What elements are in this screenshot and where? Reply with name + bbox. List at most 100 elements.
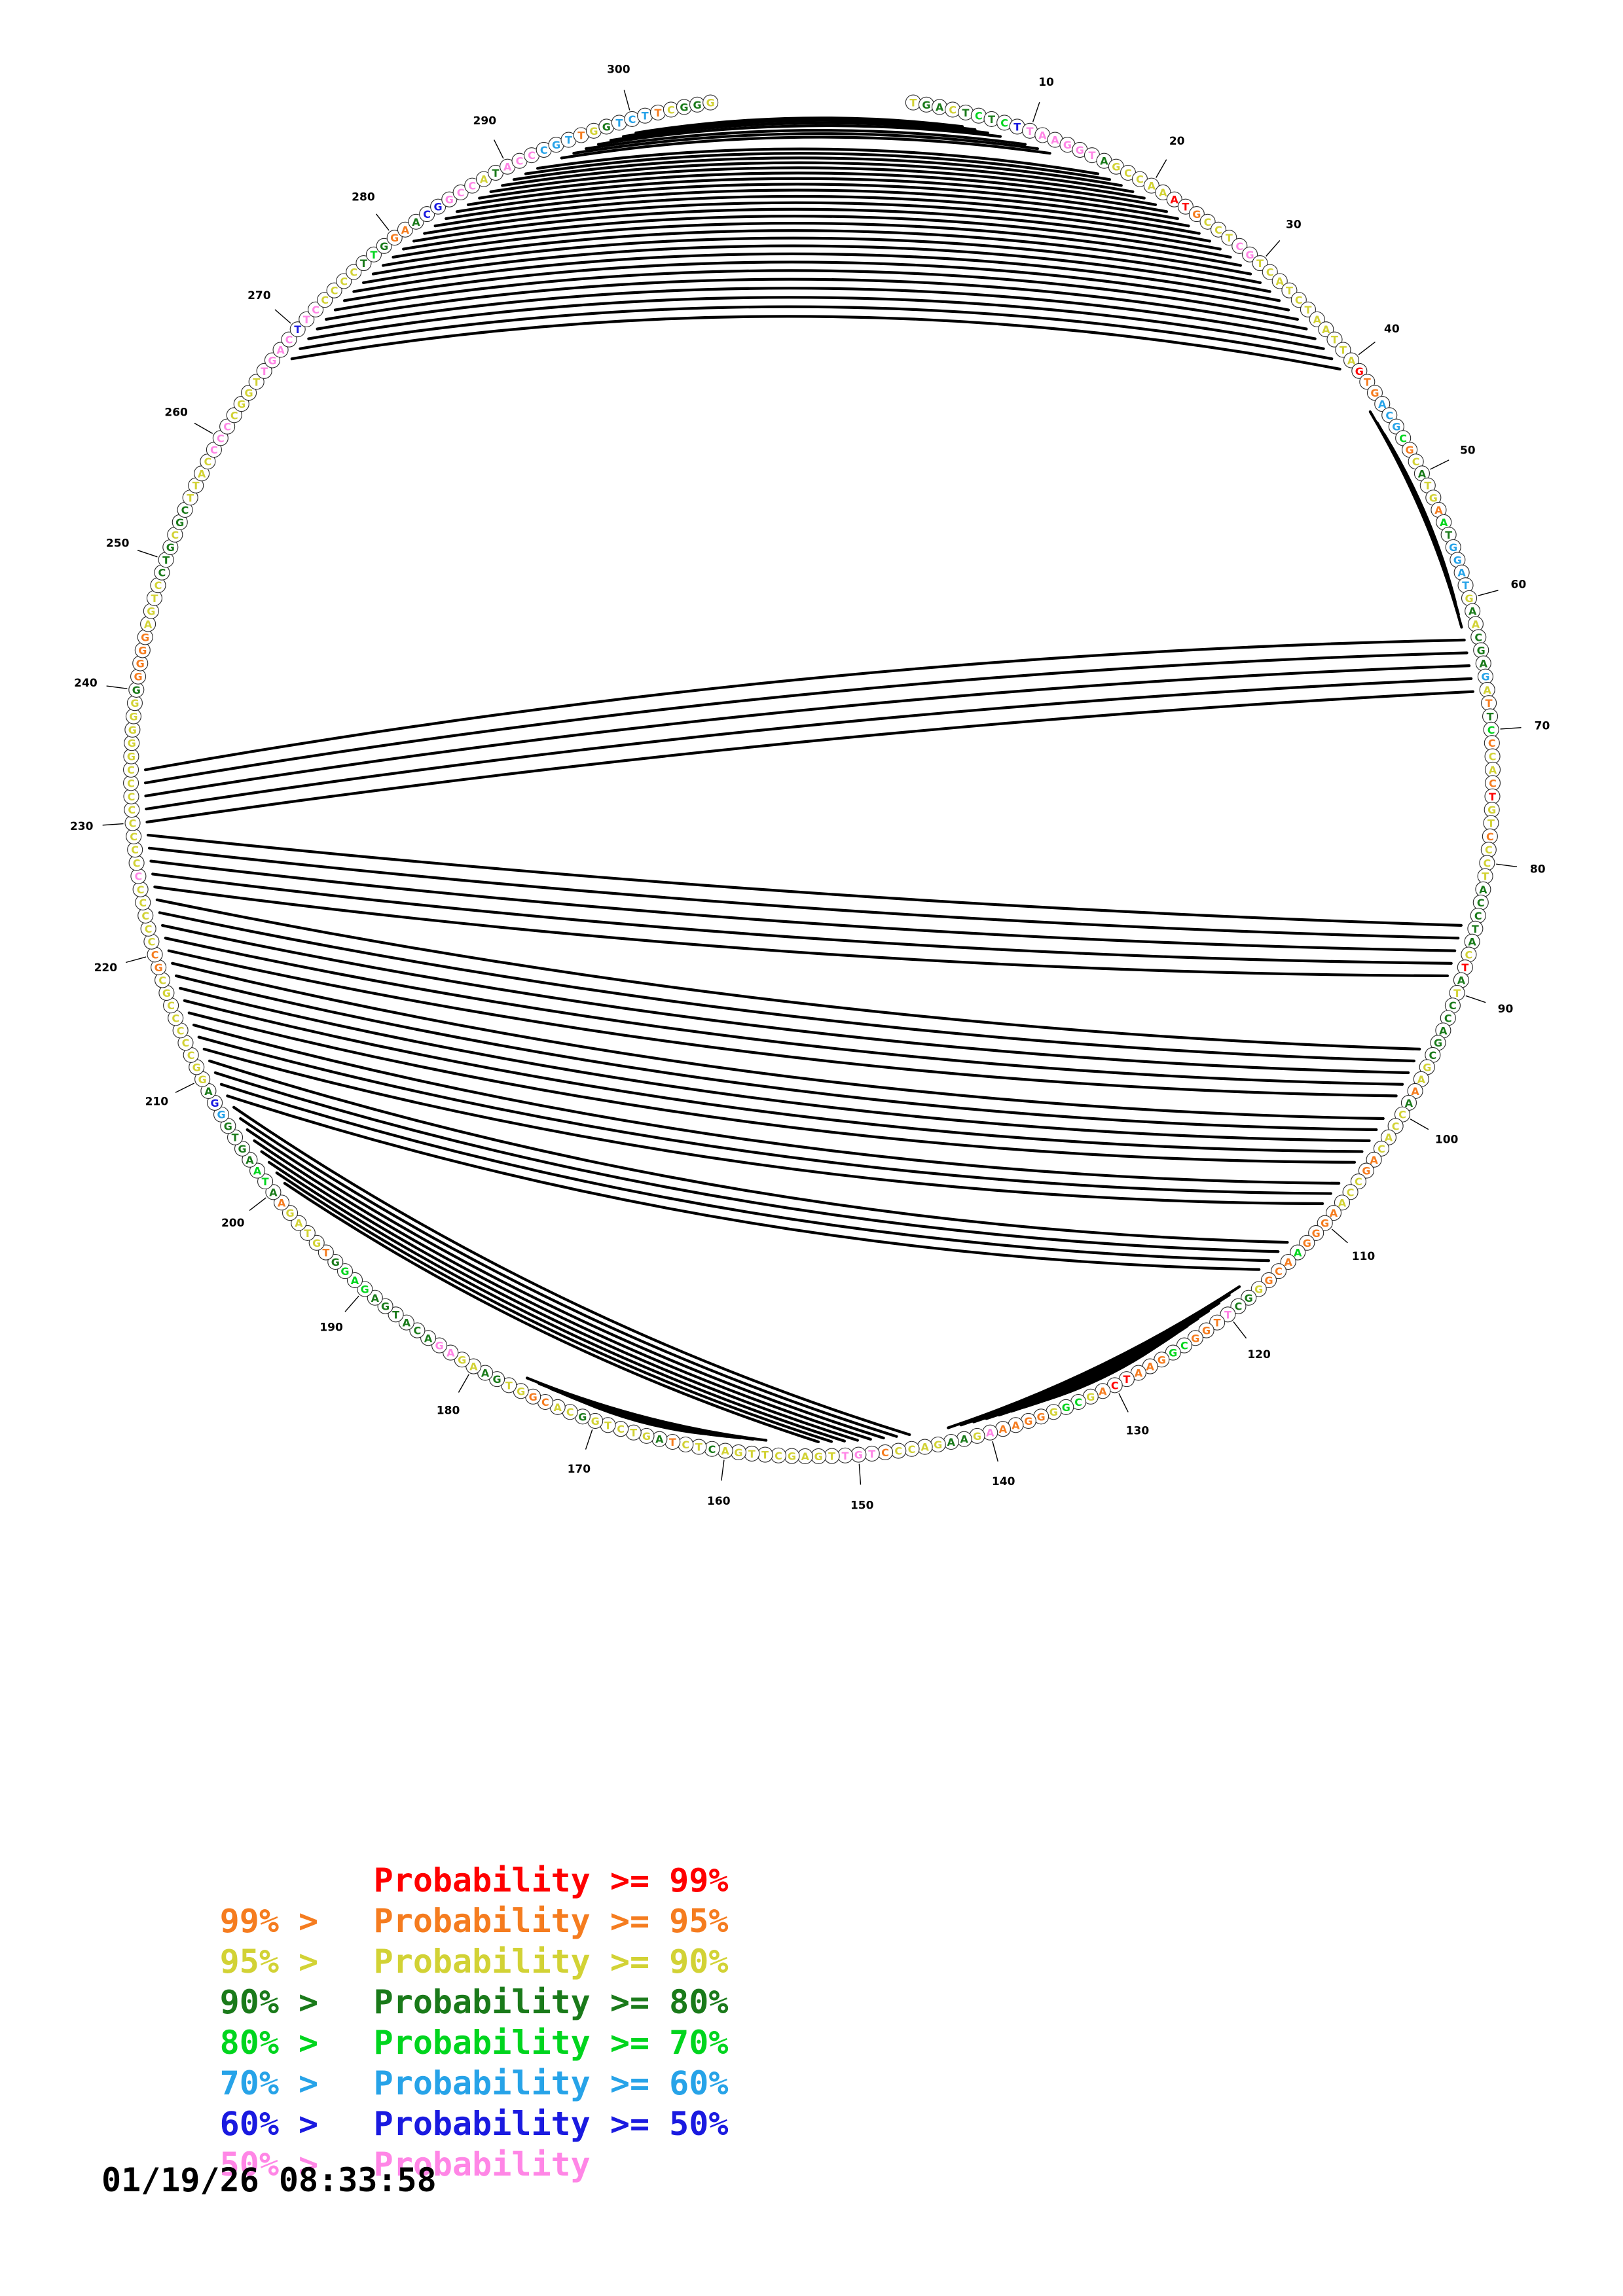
nucleotide-marker	[1231, 238, 1248, 254]
position-tick	[344, 1295, 359, 1312]
nucleotide-letter: C	[566, 1406, 574, 1418]
nucleotide-letter: G	[788, 1450, 796, 1463]
nucleotide-letter: G	[1049, 1406, 1058, 1418]
nucleotide-marker	[397, 221, 414, 238]
nucleotide-marker	[219, 418, 236, 435]
nucleotide-letter: A	[401, 224, 410, 236]
nucleotide-marker	[1230, 1298, 1247, 1314]
nucleotide-letter: G	[1037, 1410, 1046, 1423]
base-pair-arc	[192, 1024, 1341, 1185]
nucleotide-marker	[326, 282, 342, 298]
nucleotide-letter: A	[253, 1165, 262, 1177]
nucleotide-letter: T	[1226, 232, 1233, 244]
nucleotide-letter: A	[278, 1196, 286, 1209]
nucleotide-letter: T	[842, 1450, 849, 1462]
nucleotide-marker	[1366, 385, 1383, 401]
legend-prefix: 99% >	[219, 1902, 338, 1940]
position-label: 200	[221, 1217, 245, 1230]
base-pair-arc	[402, 215, 1232, 259]
base-pair-arc	[466, 177, 1169, 213]
nucleotide-marker	[1317, 1215, 1333, 1231]
nucleotide-letter: A	[1285, 1256, 1293, 1268]
position-tick	[1358, 341, 1376, 355]
nucleotide-letter: T	[1340, 344, 1347, 356]
nucleotide-letter: C	[172, 1012, 179, 1024]
nucleotide-letter: C	[145, 923, 153, 935]
nucleotide-marker	[1262, 264, 1278, 280]
nucleotide-marker	[1387, 1118, 1404, 1134]
nucleotide-marker	[226, 407, 242, 423]
base-pair-arc	[316, 287, 1317, 340]
nucleotide-letter: A	[351, 1274, 359, 1287]
base-pair-arc	[219, 1083, 1271, 1263]
nucleotide-marker	[1252, 255, 1268, 272]
base-pair-arc	[371, 236, 1262, 285]
base-pair-arc	[143, 651, 1468, 785]
position-tick	[375, 213, 390, 231]
nucleotide-letter: A	[1439, 1024, 1448, 1037]
nucleotide-letter: C	[1474, 631, 1482, 643]
position-tick	[1465, 995, 1486, 1003]
nucleotide-letter: T	[162, 554, 170, 566]
nucleotide-marker	[336, 273, 352, 289]
base-pair-arc	[585, 129, 1027, 151]
position-tick	[1156, 159, 1167, 178]
nucleotide-marker	[1350, 1174, 1366, 1190]
nucleotide-letter: C	[949, 103, 957, 116]
nucleotide-letter: T	[630, 1427, 637, 1439]
nucleotide-letter: A	[947, 1436, 956, 1448]
nucleotide-letter: C	[708, 1443, 716, 1456]
nucleotide-letter: C	[130, 831, 137, 843]
nucleotide-marker	[1271, 273, 1288, 289]
legend-prefix: 95% >	[219, 1943, 338, 1981]
position-label: 210	[145, 1096, 169, 1109]
nucleotide-letter: G	[529, 1391, 538, 1403]
base-pair-arc	[160, 924, 1410, 1075]
nucleotide-marker	[1176, 1337, 1192, 1354]
base-pair-arc	[572, 132, 1039, 155]
nucleotide-marker	[299, 311, 315, 327]
nucleotide-letter: C	[1180, 1340, 1188, 1352]
nucleotide-marker	[241, 385, 257, 401]
nucleotide-letter: C	[617, 1423, 625, 1435]
base-pair-arc	[299, 305, 1334, 361]
nucleotide-letter: C	[167, 999, 175, 1012]
nucleotide-letter: T	[615, 117, 623, 129]
nucleotide-letter: G	[312, 1237, 321, 1249]
legend-label: Probability >= 95%	[373, 1902, 729, 1940]
base-pair-arc	[155, 898, 1421, 1050]
nucleotide-marker	[1220, 1306, 1236, 1323]
nucleotide-letter: A	[1012, 1419, 1020, 1431]
nucleotide-letter: C	[1487, 724, 1495, 736]
nucleotide-letter: T	[655, 107, 662, 119]
nucleotide-marker	[227, 1129, 244, 1145]
base-pair-arc	[1382, 432, 1457, 603]
nucleotide-letter: G	[552, 139, 560, 151]
nucleotide-letter: G	[340, 1265, 349, 1278]
nucleotide-letter: G	[210, 1097, 219, 1109]
nucleotide-letter: G	[136, 658, 145, 670]
legend-row: 99% > Probability >= 95%	[0, 1860, 1623, 1940]
nucleotide-marker	[291, 1215, 307, 1231]
position-tick	[1118, 1393, 1129, 1412]
nucleotide-letter: C	[1124, 167, 1132, 179]
nucleotide-marker	[1210, 221, 1227, 238]
position-label: 260	[164, 406, 188, 420]
nucleotide-letter: T	[1472, 923, 1479, 935]
legend-row: 95% > Probability >= 90%	[0, 1901, 1623, 1981]
nucleotide-letter: G	[1264, 1274, 1273, 1287]
nucleotide-letter: A	[412, 216, 420, 228]
nucleotide-letter: C	[682, 1439, 689, 1451]
nucleotide-letter: A	[1135, 1367, 1143, 1380]
nucleotide-letter: A	[1434, 504, 1443, 516]
base-pair-arc	[307, 296, 1325, 350]
nucleotide-marker	[430, 198, 447, 215]
nucleotide-marker	[386, 230, 403, 246]
base-pair-arc	[208, 1059, 1289, 1244]
nucleotide-letter: C	[187, 1049, 195, 1062]
nucleotide-letter: C	[667, 103, 675, 116]
base-pair-arc	[290, 315, 1341, 371]
nucleotide-letter: C	[127, 764, 135, 776]
position-label: 120	[1247, 1348, 1271, 1361]
nucleotide-marker	[327, 1253, 344, 1270]
